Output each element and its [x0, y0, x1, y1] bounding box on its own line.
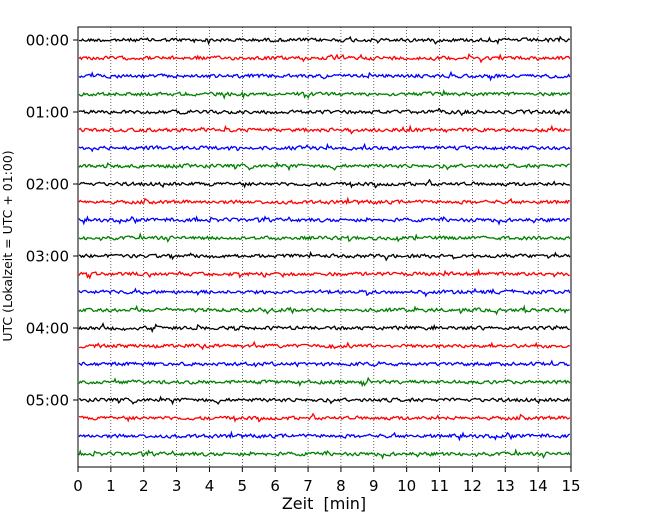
trace-0230: [78, 215, 571, 226]
trace-0345: [78, 304, 571, 316]
y-tick-label: 05:00: [26, 392, 69, 410]
trace-0130: [78, 142, 571, 153]
trace-0215: [78, 196, 570, 206]
x-tick-label: 1: [106, 477, 116, 495]
trace-0200: [78, 178, 571, 189]
x-tick-label: 12: [463, 477, 482, 495]
x-tick-label: 0: [73, 477, 83, 495]
trace-0115: [78, 124, 571, 135]
trace-0245: [78, 232, 571, 243]
trace-0100: [78, 107, 571, 117]
trace-0515: [78, 412, 571, 423]
trace-0415: [78, 340, 571, 351]
x-tick-label: 7: [303, 477, 313, 495]
y-tick-label: 00:00: [26, 32, 69, 50]
x-tick-label: 10: [397, 477, 416, 495]
trace-0500: [78, 395, 571, 406]
trace-0430: [78, 359, 570, 368]
trace-0145: [78, 161, 570, 172]
trace-0400: [78, 322, 570, 334]
x-tick-label: 9: [369, 477, 379, 495]
x-axis-label: Zeit [min]: [282, 494, 366, 513]
y-tick-label: 04:00: [26, 320, 69, 338]
trace-0000: [78, 35, 571, 46]
trace-0330: [78, 287, 571, 298]
trace-0315: [78, 268, 570, 280]
x-tick-label: 15: [561, 477, 580, 495]
plot-frame: [77, 26, 572, 468]
y-tick-label: 03:00: [26, 248, 69, 266]
x-tick-label: 3: [172, 477, 182, 495]
trace-0530: [78, 430, 571, 442]
x-tick-label: 13: [496, 477, 515, 495]
trace-0045: [78, 88, 571, 100]
y-tick-label: 02:00: [26, 176, 69, 194]
y-axis-label: UTC (Lokalzeit = UTC + 01:00): [0, 150, 15, 341]
x-tick-label: 5: [238, 477, 248, 495]
x-axis: 0 1 2 3 4 5 6 7 8 9 10 11 12 13 14 15: [73, 467, 581, 495]
x-tick-label: 6: [270, 477, 280, 495]
x-tick-label: 2: [139, 477, 149, 495]
trace-0445: [78, 376, 571, 388]
x-tick-label: 14: [529, 477, 548, 495]
trace-0030: [78, 70, 571, 82]
trace-0015: [78, 52, 571, 64]
trace-0300: [78, 250, 571, 262]
y-tick-label: 01:00: [26, 104, 69, 122]
x-tick-label: 11: [430, 477, 449, 495]
x-tick-label: 8: [336, 477, 346, 495]
y-axis: 00:00 01:00 02:00 03:00 04:00 05:00: [26, 32, 78, 410]
trace-layer: [78, 35, 571, 460]
grid-layer: [110, 27, 539, 467]
x-tick-label: 4: [205, 477, 215, 495]
trace-0545: [78, 448, 571, 460]
